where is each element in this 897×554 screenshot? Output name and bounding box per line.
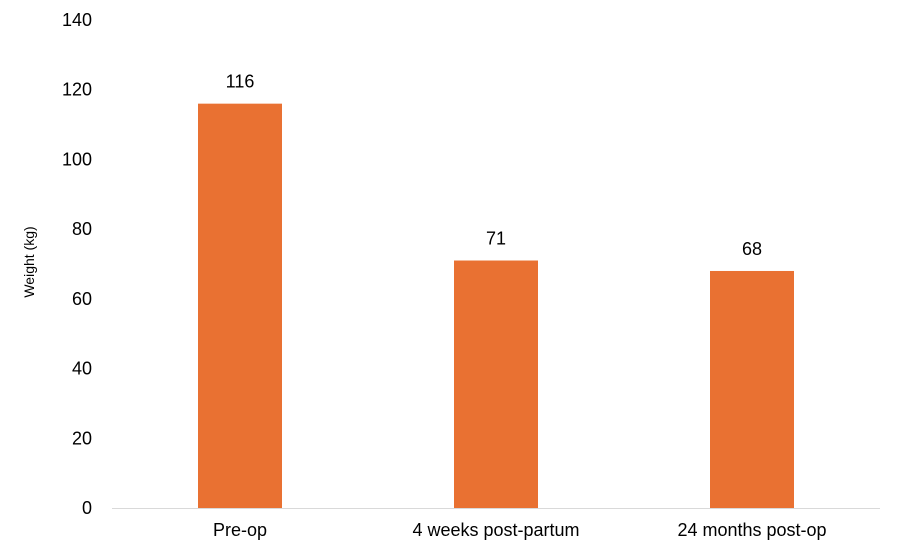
data-label: 71 <box>486 229 506 249</box>
bar-1 <box>198 103 282 509</box>
bars-layer <box>198 103 794 509</box>
bar-2 <box>454 260 538 508</box>
bar-3 <box>710 270 794 508</box>
data-label: 68 <box>742 239 762 259</box>
y-tick-label: 140 <box>62 10 92 30</box>
y-tick-label: 20 <box>72 428 92 448</box>
y-tick-label: 60 <box>72 289 92 309</box>
y-tick-label: 0 <box>82 498 92 518</box>
y-tick-label: 120 <box>62 80 92 100</box>
x-category-label: 24 months post-op <box>677 520 826 540</box>
y-tick-label: 100 <box>62 149 92 169</box>
data-labels: 116 71 68 <box>226 72 762 259</box>
y-tick-label: 80 <box>72 219 92 239</box>
y-axis-title: Weight (kg) <box>21 226 37 297</box>
data-label: 116 <box>226 72 255 92</box>
x-category-labels: Pre-op 4 weeks post-partum 24 months post-… <box>213 520 827 540</box>
x-category-label: Pre-op <box>213 520 267 540</box>
y-tick-labels: 0 20 40 60 80 100 120 140 <box>62 10 92 518</box>
y-tick-label: 40 <box>72 359 92 379</box>
x-category-label: 4 weeks post-partum <box>412 520 579 540</box>
